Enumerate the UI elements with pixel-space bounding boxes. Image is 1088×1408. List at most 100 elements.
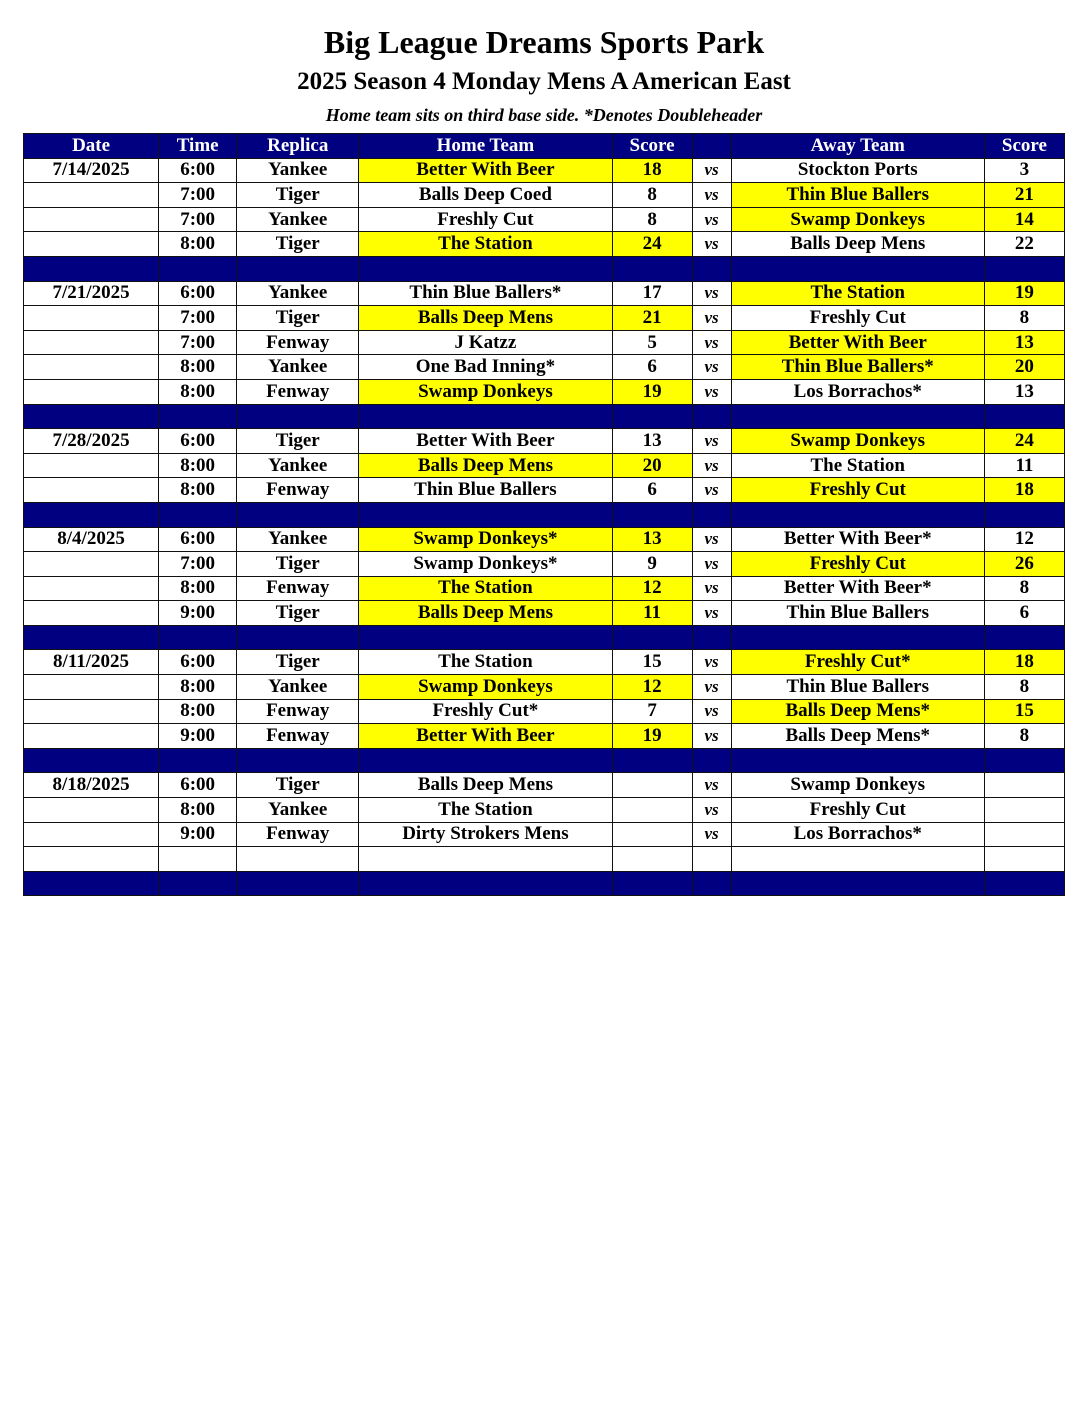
date-cell	[22, 674, 160, 700]
date-cell	[22, 551, 160, 577]
game-row: 8/18/2025 6:00 Tiger Balls Deep Mens vs Swamp…	[22, 772, 1066, 799]
date-cell: 7/21/2025	[22, 280, 160, 307]
separator-cell	[691, 624, 732, 651]
home-score-cell: 6	[611, 354, 693, 380]
separator-cell	[611, 501, 693, 528]
separator-cell	[22, 501, 160, 528]
home-team-cell: Balls Deep Mens	[358, 772, 613, 799]
separator-cell	[158, 403, 238, 430]
away-team-cell: Better With Beer*	[730, 526, 985, 553]
time-cell: 7:00	[158, 206, 238, 233]
week-separator	[22, 255, 1066, 282]
home-score-cell	[611, 797, 693, 823]
column-header: Replica	[236, 133, 360, 159]
home-team-cell: Freshly Cut	[358, 206, 613, 233]
separator-cell	[236, 747, 360, 774]
replica-cell: Yankee	[236, 526, 360, 553]
vs-cell: vs	[691, 698, 732, 725]
replica-cell: Tiger	[236, 182, 360, 208]
away-score-cell: 12	[983, 526, 1066, 553]
vs-cell: vs	[691, 797, 732, 823]
separator-cell	[236, 501, 360, 528]
separator-cell	[611, 747, 693, 774]
game-row: 8/11/2025 6:00 Tiger The Station 15 vs Freshly…	[22, 649, 1066, 676]
away-team-cell: Balls Deep Mens	[730, 231, 985, 257]
time-cell: 7:00	[158, 329, 238, 356]
date-cell: 8/11/2025	[22, 649, 160, 676]
away-team-cell: Stockton Ports	[730, 157, 985, 184]
away-score-cell	[983, 797, 1066, 823]
time-cell: 8:00	[158, 575, 238, 602]
column-header: Time	[158, 133, 238, 159]
away-score-cell: 11	[983, 452, 1066, 479]
vs-cell: vs	[691, 477, 732, 503]
date-cell	[22, 452, 160, 479]
home-team-cell: Freshly Cut*	[358, 698, 613, 725]
date-cell	[22, 305, 160, 331]
away-score-cell: 21	[983, 182, 1066, 208]
away-team-cell: Freshly Cut	[730, 797, 985, 823]
time-cell: 6:00	[158, 280, 238, 307]
vs-cell: vs	[691, 600, 732, 626]
away-score-cell: 14	[983, 206, 1066, 233]
replica-cell: Tiger	[236, 231, 360, 257]
game-row: 9:00 Tiger Balls Deep Mens 11 vs Thin Blue Ba…	[22, 600, 1066, 626]
home-score-cell: 13	[611, 526, 693, 553]
schedule-table: Date Time Replica Home Team Score Away Team Sc…	[22, 133, 1066, 897]
away-score-cell: 18	[983, 477, 1066, 503]
vs-cell: vs	[691, 280, 732, 307]
vs-cell: vs	[691, 231, 732, 257]
home-score-cell: 7	[611, 698, 693, 725]
time-cell: 9:00	[158, 723, 238, 749]
separator-cell	[158, 255, 238, 282]
game-row: 7/21/2025 6:00 Yankee Thin Blue Ballers* 17 v…	[22, 280, 1066, 307]
week-separator	[22, 870, 1066, 897]
replica-cell: Yankee	[236, 354, 360, 380]
home-score-cell	[611, 821, 693, 848]
separator-cell	[158, 501, 238, 528]
time-cell: 8:00	[158, 797, 238, 823]
game-row: 8:00 Fenway Swamp Donkeys 19 vs Los Borrachos…	[22, 378, 1066, 405]
separator-cell	[983, 255, 1066, 282]
home-score-cell: 9	[611, 551, 693, 577]
replica-cell: Fenway	[236, 723, 360, 749]
separator-cell	[358, 255, 613, 282]
date-cell: 8/4/2025	[22, 526, 160, 553]
home-score-cell: 6	[611, 477, 693, 503]
time-cell: 8:00	[158, 477, 238, 503]
vs-cell: vs	[691, 821, 732, 848]
separator-cell	[983, 501, 1066, 528]
replica-cell: Yankee	[236, 797, 360, 823]
home-score-cell: 13	[611, 428, 693, 454]
separator-cell	[236, 255, 360, 282]
home-team-cell: Better With Beer	[358, 428, 613, 454]
time-cell: 8:00	[158, 698, 238, 725]
away-team-cell: Freshly Cut	[730, 477, 985, 503]
home-team-cell: Swamp Donkeys*	[358, 551, 613, 577]
date-cell	[22, 354, 160, 380]
empty-cell	[730, 846, 985, 872]
away-score-cell: 26	[983, 551, 1066, 577]
week-separator	[22, 403, 1066, 430]
home-team-cell: The Station	[358, 797, 613, 823]
home-team-cell: Balls Deep Mens	[358, 452, 613, 479]
date-cell	[22, 477, 160, 503]
separator-cell	[236, 403, 360, 430]
replica-cell: Yankee	[236, 157, 360, 184]
date-cell	[22, 329, 160, 356]
home-score-cell: 8	[611, 206, 693, 233]
date-cell: 7/28/2025	[22, 428, 160, 454]
game-row: 7:00 Yankee Freshly Cut 8 vs Swamp Donkeys 14	[22, 206, 1066, 233]
vs-cell: vs	[691, 526, 732, 553]
home-team-cell: The Station	[358, 575, 613, 602]
date-cell	[22, 600, 160, 626]
home-score-cell: 5	[611, 329, 693, 356]
time-cell: 7:00	[158, 305, 238, 331]
home-team-cell: Swamp Donkeys*	[358, 526, 613, 553]
vs-cell: vs	[691, 723, 732, 749]
time-cell: 8:00	[158, 452, 238, 479]
vs-cell: vs	[691, 182, 732, 208]
home-team-cell: One Bad Inning*	[358, 354, 613, 380]
vs-cell: vs	[691, 428, 732, 454]
separator-cell	[358, 747, 613, 774]
